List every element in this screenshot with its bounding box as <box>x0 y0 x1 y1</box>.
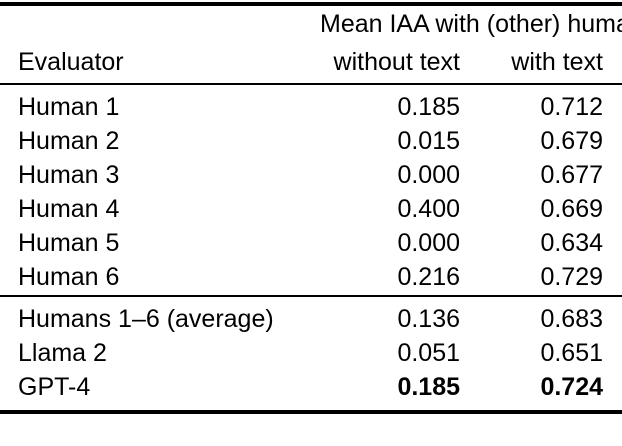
without-text-value-cell: 0.400 <box>397 195 460 224</box>
evaluator-cell: Human 4 <box>18 195 120 224</box>
evaluator-cell: Human 1 <box>18 93 120 122</box>
table-row-human-4: Human 4 0.400 0.669 <box>0 193 622 227</box>
with-text-value-cell: 0.677 <box>540 161 603 190</box>
table-row-llama-2: Llama 2 0.051 0.651 <box>0 337 622 371</box>
table-row-gpt-4: GPT-4 0.185 0.724 <box>0 371 622 412</box>
table-row-human-5: Human 5 0.000 0.634 <box>0 227 622 261</box>
column-headers-row: Evaluator without text with text <box>0 43 622 85</box>
with-text-value-cell: 0.712 <box>540 93 603 122</box>
without-text-value-cell: 0.051 <box>397 339 460 368</box>
evaluator-cell: Humans 1–6 (average) <box>18 305 274 334</box>
with-text-value-cell: 0.634 <box>540 229 603 258</box>
table-body: Human 1 0.185 0.712 Human 2 0.015 0.679 … <box>0 84 622 412</box>
evaluator-cell: Human 3 <box>18 161 120 190</box>
table-header: Mean IAA with (other) humans Evaluator w… <box>0 4 622 85</box>
without-text-value-cell: 0.000 <box>397 229 460 258</box>
column-header-without-text: without text <box>320 43 460 85</box>
with-text-value-cell: 0.651 <box>540 339 603 368</box>
evaluator-cell: Llama 2 <box>18 339 107 368</box>
table-row-humans-average: Humans 1–6 (average) 0.136 0.683 <box>0 296 622 337</box>
column-header-evaluator: Evaluator <box>0 43 320 85</box>
without-text-value-cell: 0.136 <box>397 305 460 334</box>
evaluator-cell: Human 5 <box>18 229 120 258</box>
with-text-value-cell: 0.679 <box>540 127 603 156</box>
column-group-header: Mean IAA with (other) humans <box>320 9 622 38</box>
without-text-value-cell: 0.000 <box>397 161 460 190</box>
table-row-human-3: Human 3 0.000 0.677 <box>0 159 622 193</box>
with-text-value-cell: 0.669 <box>540 195 603 224</box>
evaluator-cell: GPT-4 <box>18 373 91 402</box>
with-text-value-cell: 0.729 <box>460 261 622 297</box>
evaluator-cell: Human 2 <box>18 127 120 156</box>
without-text-value-cell: 0.185 <box>397 93 460 122</box>
without-text-value-cell: 0.185 <box>397 373 460 402</box>
with-text-value-cell: 0.724 <box>540 373 603 402</box>
iaa-results-table: Mean IAA with (other) humans Evaluator w… <box>0 2 622 414</box>
table-row-human-2: Human 2 0.015 0.679 <box>0 125 622 159</box>
column-header-with-text: with text <box>460 43 622 85</box>
with-text-value-cell: 0.683 <box>540 305 603 334</box>
evaluator-cell: Human 6 <box>0 261 320 297</box>
group-header-spacer <box>0 4 320 43</box>
table-row-human-6: Human 6 0.216 0.729 <box>0 261 622 297</box>
without-text-value-cell: 0.015 <box>397 127 460 156</box>
column-group-header-row: Mean IAA with (other) humans <box>0 4 622 43</box>
without-text-value-cell: 0.216 <box>320 261 460 297</box>
table-row-human-1: Human 1 0.185 0.712 <box>0 84 622 125</box>
